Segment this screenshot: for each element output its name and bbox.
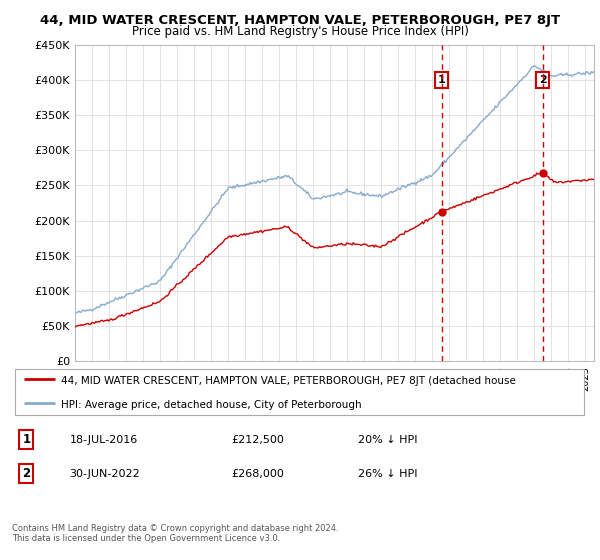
FancyBboxPatch shape bbox=[15, 369, 584, 415]
Text: 1: 1 bbox=[437, 75, 445, 85]
Text: 20% ↓ HPI: 20% ↓ HPI bbox=[358, 435, 417, 445]
Text: 30-JUN-2022: 30-JUN-2022 bbox=[70, 469, 140, 479]
Text: 26% ↓ HPI: 26% ↓ HPI bbox=[358, 469, 417, 479]
Text: Price paid vs. HM Land Registry's House Price Index (HPI): Price paid vs. HM Land Registry's House … bbox=[131, 25, 469, 38]
Text: 2: 2 bbox=[22, 468, 31, 480]
Text: 44, MID WATER CRESCENT, HAMPTON VALE, PETERBOROUGH, PE7 8JT (detached house: 44, MID WATER CRESCENT, HAMPTON VALE, PE… bbox=[61, 376, 516, 386]
Text: Contains HM Land Registry data © Crown copyright and database right 2024.
This d: Contains HM Land Registry data © Crown c… bbox=[12, 524, 338, 543]
Text: 2: 2 bbox=[539, 75, 547, 85]
Text: 1: 1 bbox=[22, 433, 31, 446]
Text: 18-JUL-2016: 18-JUL-2016 bbox=[70, 435, 138, 445]
Text: £268,000: £268,000 bbox=[231, 469, 284, 479]
Text: HPI: Average price, detached house, City of Peterborough: HPI: Average price, detached house, City… bbox=[61, 400, 362, 409]
Text: £212,500: £212,500 bbox=[231, 435, 284, 445]
Text: 44, MID WATER CRESCENT, HAMPTON VALE, PETERBOROUGH, PE7 8JT: 44, MID WATER CRESCENT, HAMPTON VALE, PE… bbox=[40, 14, 560, 27]
